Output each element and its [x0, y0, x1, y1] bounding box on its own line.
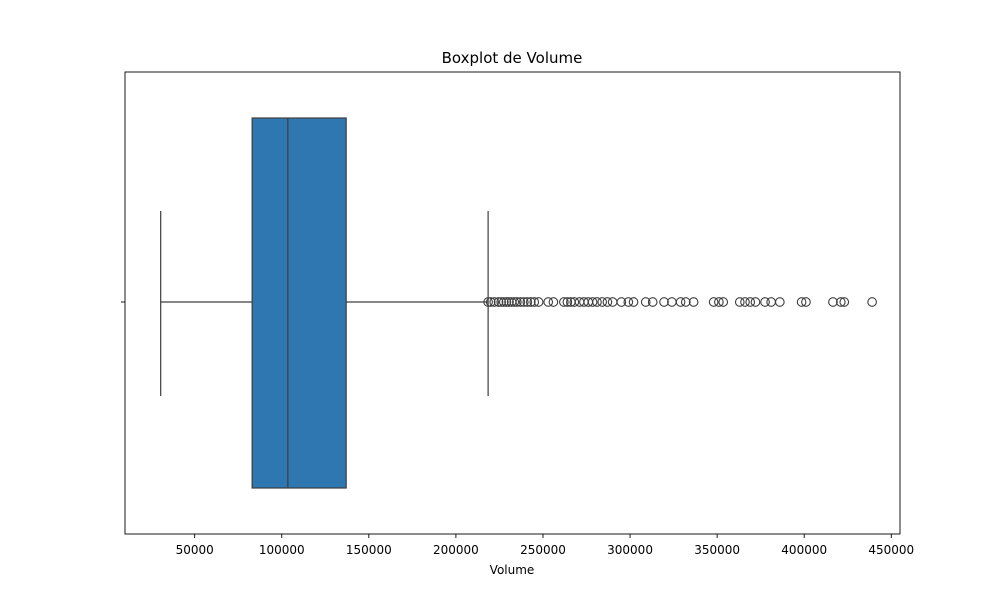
x-tick-label: 50000	[176, 543, 214, 557]
outlier-point	[485, 297, 496, 307]
outlier-point	[525, 297, 536, 307]
x-tick-label: 150000	[346, 543, 392, 557]
x-tick-label: 300000	[607, 543, 653, 557]
outlier-point	[518, 297, 529, 307]
outlier-point	[760, 297, 770, 307]
outlier-point	[628, 297, 639, 307]
outlier-point	[796, 297, 807, 307]
outlier-point	[533, 297, 544, 307]
outlier-point	[489, 297, 500, 307]
outlier-point	[493, 297, 504, 307]
x-tick-label: 400000	[781, 543, 827, 557]
outlier-point	[543, 297, 554, 307]
outlier-point	[867, 297, 877, 307]
outlier-point	[745, 297, 756, 307]
outlier-point	[828, 297, 838, 307]
x-tick-label: 250000	[520, 543, 566, 557]
outlier-point	[750, 297, 761, 307]
outlier-point	[548, 297, 559, 307]
outlier-point	[680, 297, 691, 307]
outlier-point	[774, 297, 785, 307]
outlier-point	[522, 297, 533, 307]
x-tick-label: 100000	[259, 543, 305, 557]
outlier-point	[640, 297, 651, 307]
x-axis: 50000 100000 150000 200000 250000 300000 35000…	[121, 71, 914, 557]
x-tick-label: 350000	[694, 543, 740, 557]
outlier-point	[483, 297, 493, 307]
outlier-point	[835, 297, 846, 307]
outlier-point	[714, 297, 724, 307]
plot-frame	[124, 71, 901, 535]
outlier-point	[659, 297, 669, 307]
x-axis-label: Volume	[490, 563, 535, 577]
outlier-point	[675, 297, 686, 307]
outlier-point	[740, 297, 750, 307]
outlier-point	[569, 297, 580, 307]
outlier-point	[766, 297, 776, 307]
outlier-point	[734, 297, 745, 307]
outlier-point	[529, 297, 540, 307]
outlier-point	[616, 297, 627, 307]
outlier-point	[607, 297, 618, 307]
outlier-point	[498, 297, 509, 307]
chart-title: Boxplot de Volume	[442, 49, 583, 67]
outlier-point	[718, 297, 729, 307]
outlier-point	[602, 297, 613, 307]
outlier-point	[587, 297, 598, 307]
x-tick-label: 450000	[868, 543, 914, 557]
outlier-point	[509, 297, 520, 307]
x-tick-label: 200000	[433, 543, 479, 557]
outlier-point	[597, 297, 608, 307]
outlier-point	[496, 297, 507, 307]
outlier-point	[688, 297, 699, 307]
plot-area	[160, 117, 877, 489]
outlier-point	[801, 297, 811, 307]
outlier-point	[559, 297, 569, 307]
outlier-point	[623, 297, 634, 307]
outlier-point	[515, 297, 526, 307]
outlier-point	[708, 297, 719, 307]
outlier-point	[592, 297, 602, 307]
outlier-point	[647, 297, 658, 307]
outlier-point	[512, 297, 522, 307]
outlier-point	[504, 297, 514, 307]
outlier-point	[562, 297, 573, 307]
outlier-point	[501, 297, 512, 307]
outlier-point	[839, 297, 850, 307]
iqr-box	[251, 117, 347, 489]
